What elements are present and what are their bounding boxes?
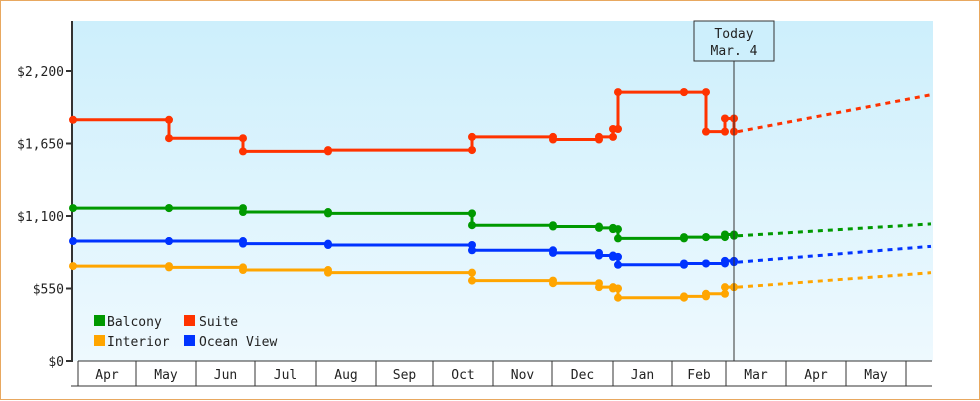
x-tick-label: Oct [451,368,474,383]
x-tick-label: Jun [214,368,237,383]
x-tick-label: Feb [687,368,711,383]
plot-area [73,21,933,361]
legend: Balcony Suite Interior Ocean View [94,315,277,350]
x-tick-label: Aug [334,368,357,383]
x-tick-label: Apr [804,368,828,383]
y-tick-label: $1,100 [17,210,64,225]
x-tick-label: Sep [393,368,417,383]
y-tick-label: $2,200 [17,65,64,80]
x-tick-label: Dec [571,368,594,383]
today-annotation [693,20,775,62]
legend-label-ocean-view: Ocean View [199,335,277,350]
x-tick-label: Apr [95,368,119,383]
legend-swatch-interior [94,335,105,346]
x-tick-label: Nov [511,368,535,383]
y-tick-label: $1,650 [17,138,64,153]
x-tick-label: Mar [744,368,768,383]
series-ocean-view [69,237,932,269]
series-suite [69,88,932,156]
y-tick-label: $550 [33,283,64,298]
legend-label-interior: Interior [107,335,170,350]
x-tick-label: May [864,368,888,383]
series-interior [69,262,932,302]
x-tick-label: Jan [631,368,654,383]
legend-swatch-suite [184,315,195,326]
legend-swatch-balcony [94,315,105,326]
legend-label-balcony: Balcony [107,315,162,330]
y-tick-label: $0 [48,355,64,370]
x-tick-label: May [154,368,178,383]
legend-swatch-ocean-view [184,335,195,346]
today-label: Today [714,27,753,42]
y-ticks: $0 $550 $1,100 $1,650 $2,200 [17,65,72,370]
series-lines [69,88,932,302]
x-axis: Apr May Jun Jul Aug Sep Oct Nov Dec Jan Feb Mar Apr M… [71,360,932,387]
series-balcony [69,204,932,243]
today-date: Mar. 4 [711,44,758,59]
x-tick-label: Jul [274,368,297,383]
legend-label-suite: Suite [199,315,238,330]
